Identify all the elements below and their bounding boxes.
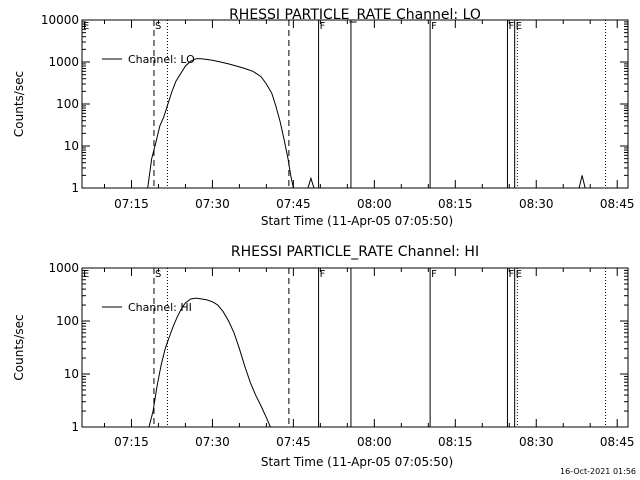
legend-label: Channel: HI [128, 301, 192, 314]
x-tick-label: 07:45 [276, 197, 311, 211]
series-spike [578, 175, 586, 189]
event-marker: S [155, 269, 161, 280]
event-marker: F [508, 269, 514, 280]
y-axis-label: Counts/sec [12, 71, 26, 137]
y-tick-label: 100 [56, 97, 79, 111]
x-tick-label: 08:00 [357, 435, 392, 449]
y-tick-label: 100 [56, 314, 79, 328]
timestamp: 16-Oct-2021 01:56 [560, 467, 636, 476]
series-line [147, 58, 294, 189]
event-marker: F [320, 269, 326, 280]
x-tick-label: 08:30 [519, 197, 554, 211]
x-tick-label: 07:45 [276, 435, 311, 449]
legend-label: Channel: LO [128, 53, 195, 66]
event-marker: E [516, 269, 522, 280]
x-tick-label: 08:15 [438, 197, 473, 211]
series-spike [307, 176, 315, 189]
y-tick-label: 1000 [48, 261, 79, 275]
event-marker: E [516, 21, 522, 32]
event-marker: S [155, 21, 161, 32]
event-marker: F [508, 21, 514, 32]
y-tick-label: 1000 [48, 55, 79, 69]
y-tick-label: 1 [71, 181, 79, 195]
plot-frame [81, 19, 629, 189]
x-tick-label: 08:00 [357, 197, 392, 211]
event-marker: F [431, 21, 437, 32]
chart-title: RHESSI PARTICLE_RATE Channel: HI [231, 244, 479, 260]
x-tick-label: 07:15 [114, 197, 149, 211]
y-tick-label: 1 [71, 420, 79, 434]
x-tick-label: 08:15 [438, 435, 473, 449]
panel-hi: RHESSI PARTICLE_RATE Channel: HI 1 10 100 10… [12, 244, 635, 469]
x-tick-label: 08:30 [519, 435, 554, 449]
plot-frame [81, 267, 629, 428]
y-tick-label: 10 [64, 367, 79, 381]
x-tick-label: 07:30 [195, 435, 230, 449]
y-tick-label: 10 [64, 139, 79, 153]
x-tick-label: 07:15 [114, 435, 149, 449]
y-tick-label: 10000 [41, 13, 79, 27]
x-tick-label: 08:45 [600, 197, 635, 211]
event-marker: E [83, 21, 89, 32]
event-marker: F [431, 269, 437, 280]
x-tick-label: 07:30 [195, 197, 230, 211]
event-marker: E [83, 269, 89, 280]
event-marker: F [320, 21, 326, 32]
series-line [148, 297, 275, 428]
x-axis-label: Start Time (11-Apr-05 07:05:50) [261, 455, 453, 469]
y-axis-label: Counts/sec [12, 314, 26, 380]
panel-lo: RHESSI PARTICLE_RATE Channel: LO 1 10 100 10… [12, 7, 635, 228]
chart-title: RHESSI PARTICLE_RATE Channel: LO [229, 7, 481, 23]
x-axis-label: Start Time (11-Apr-05 07:05:50) [261, 214, 453, 228]
x-tick-label: 08:45 [600, 435, 635, 449]
